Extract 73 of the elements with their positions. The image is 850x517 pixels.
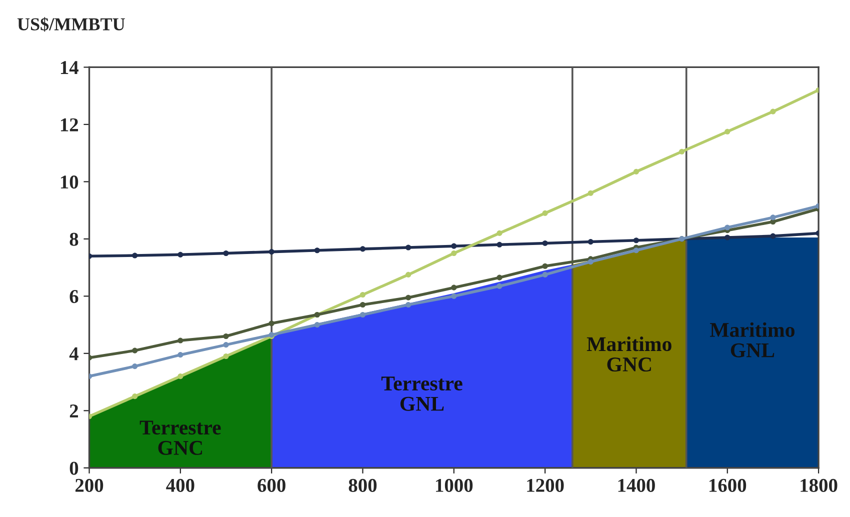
point bbox=[268, 320, 274, 326]
point bbox=[360, 246, 366, 252]
point bbox=[633, 238, 640, 244]
y-tick-label: 12 bbox=[60, 118, 78, 132]
point bbox=[588, 190, 594, 196]
point bbox=[633, 248, 640, 254]
y-tick-label: 4 bbox=[69, 347, 78, 360]
point bbox=[724, 224, 730, 230]
y-tick-label: 6 bbox=[70, 290, 78, 304]
point bbox=[132, 364, 138, 370]
y-tick-label: 10 bbox=[60, 176, 78, 189]
x-tick-label: 600 bbox=[258, 478, 286, 492]
x-tick-label: 800 bbox=[348, 478, 377, 492]
x-tick-label: 400 bbox=[166, 478, 194, 492]
point bbox=[406, 244, 412, 250]
point bbox=[770, 214, 776, 220]
point bbox=[451, 243, 457, 249]
point bbox=[178, 338, 184, 344]
point bbox=[406, 272, 412, 278]
x-tick-label: 1800 bbox=[800, 478, 838, 492]
point bbox=[132, 252, 138, 258]
x-tick-label: 1600 bbox=[710, 478, 746, 492]
point bbox=[360, 312, 366, 318]
line-series bbox=[89, 87, 819, 420]
point bbox=[360, 302, 366, 308]
point bbox=[724, 234, 730, 240]
point bbox=[542, 263, 548, 269]
point bbox=[223, 250, 229, 256]
point bbox=[542, 240, 548, 246]
point bbox=[770, 108, 776, 114]
point bbox=[496, 274, 502, 280]
point bbox=[542, 210, 548, 216]
point bbox=[451, 284, 457, 290]
point bbox=[223, 353, 229, 360]
point bbox=[178, 374, 184, 380]
point bbox=[633, 168, 640, 174]
point bbox=[496, 242, 502, 248]
point bbox=[588, 239, 594, 245]
point bbox=[679, 148, 685, 154]
series-label: Maritimo GNC bbox=[586, 336, 672, 372]
point bbox=[132, 348, 138, 354]
series-label: Maritimo GNL bbox=[710, 322, 794, 358]
x-tick-label: 1400 bbox=[618, 478, 655, 492]
point bbox=[223, 342, 229, 348]
point bbox=[360, 292, 366, 298]
y-tick-label: 0 bbox=[70, 462, 78, 475]
point bbox=[132, 394, 138, 400]
x-tick-label: 200 bbox=[75, 478, 104, 492]
point bbox=[724, 128, 730, 134]
x-tick-label: 1200 bbox=[527, 478, 564, 492]
point bbox=[406, 302, 412, 308]
point bbox=[770, 233, 776, 239]
series-label: Terrestre GNC bbox=[140, 420, 221, 455]
point bbox=[406, 294, 412, 300]
point bbox=[314, 322, 320, 328]
point bbox=[451, 293, 457, 299]
point bbox=[223, 333, 229, 340]
point bbox=[588, 259, 594, 265]
point bbox=[178, 352, 184, 358]
y-tick-label: 14 bbox=[60, 61, 78, 74]
point bbox=[496, 230, 502, 236]
point bbox=[542, 272, 548, 278]
point bbox=[451, 250, 457, 256]
point bbox=[496, 283, 502, 289]
point bbox=[314, 248, 320, 254]
series-label: Terrestre GNL bbox=[381, 376, 462, 411]
line-series bbox=[89, 230, 819, 259]
x-tick-label: 1000 bbox=[436, 478, 473, 492]
y-tick-label: 2 bbox=[70, 404, 78, 418]
point bbox=[268, 249, 274, 255]
y-tick-label: 8 bbox=[70, 232, 78, 246]
y-axis-title: US$/MMBTU bbox=[17, 17, 125, 32]
point bbox=[178, 252, 184, 258]
